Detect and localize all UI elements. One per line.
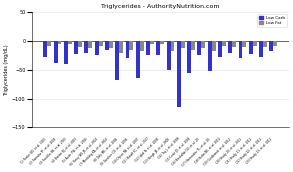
Bar bbox=[115, 41, 119, 80]
Bar bbox=[218, 41, 222, 57]
Bar bbox=[43, 41, 47, 57]
Bar bbox=[177, 41, 181, 107]
Bar bbox=[54, 41, 57, 63]
Bar bbox=[201, 41, 205, 48]
Bar bbox=[78, 41, 82, 47]
Bar bbox=[253, 41, 257, 46]
Bar bbox=[68, 41, 72, 44]
Bar bbox=[239, 41, 242, 58]
Bar bbox=[242, 41, 246, 47]
Bar bbox=[156, 41, 160, 55]
Bar bbox=[146, 41, 150, 55]
Bar bbox=[222, 41, 226, 46]
Bar bbox=[232, 41, 236, 47]
Bar bbox=[208, 41, 212, 71]
Bar bbox=[181, 41, 185, 48]
Bar bbox=[57, 41, 62, 44]
Bar bbox=[74, 41, 78, 54]
Bar bbox=[125, 41, 130, 58]
Bar bbox=[160, 41, 164, 44]
Bar bbox=[187, 41, 191, 73]
Bar bbox=[119, 41, 123, 53]
Bar bbox=[197, 41, 201, 55]
Bar bbox=[212, 41, 216, 51]
Bar bbox=[150, 41, 154, 44]
Bar bbox=[171, 41, 174, 51]
Bar bbox=[130, 41, 133, 50]
Legend: Low Carb, Low Fat: Low Carb, Low Fat bbox=[257, 14, 287, 27]
Bar bbox=[88, 41, 92, 48]
Bar bbox=[95, 41, 99, 55]
Bar bbox=[47, 41, 51, 46]
Bar bbox=[64, 41, 68, 64]
Bar bbox=[84, 41, 88, 53]
Bar bbox=[263, 41, 267, 47]
Bar bbox=[136, 41, 140, 78]
Bar bbox=[259, 41, 263, 57]
Bar bbox=[249, 41, 253, 54]
Bar bbox=[140, 41, 144, 51]
Bar bbox=[167, 41, 171, 70]
Title: Triglycerides - AuthorityNutrition.com: Triglycerides - AuthorityNutrition.com bbox=[101, 4, 219, 9]
Bar bbox=[191, 41, 195, 50]
Bar bbox=[273, 41, 277, 46]
Y-axis label: Triglycerides (mg/dL): Triglycerides (mg/dL) bbox=[4, 44, 9, 96]
Bar bbox=[99, 41, 103, 46]
Bar bbox=[109, 41, 113, 48]
Bar bbox=[269, 41, 273, 51]
Bar bbox=[105, 41, 109, 50]
Bar bbox=[228, 41, 232, 53]
